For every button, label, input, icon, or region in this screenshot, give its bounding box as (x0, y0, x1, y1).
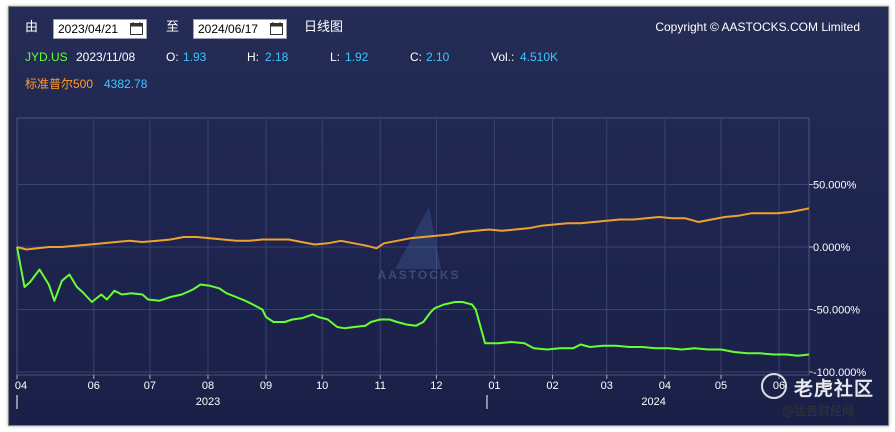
chart-kind-label[interactable]: 日线图 (304, 20, 344, 35)
symbol: JYD.US (25, 50, 68, 64)
open-label: O: (166, 50, 179, 64)
y-tick-label: -50.000% (813, 305, 860, 317)
x-tick-label: 11 (375, 380, 386, 392)
x-year-label: 2023 (196, 396, 220, 408)
calendar-icon[interactable] (270, 22, 283, 35)
close-label: C: (410, 50, 422, 64)
to-date-input[interactable]: 2024/06/17 (193, 19, 287, 39)
index-name: 标准普尔500 (25, 77, 94, 91)
y-tick-label: -100.000% (813, 367, 866, 379)
x-tick-label: 08 (202, 380, 214, 392)
x-tick-label: 07 (144, 380, 156, 392)
x-tick-label: 02 (546, 380, 558, 392)
from-label: 由 (25, 20, 39, 35)
x-tick-label: 09 (260, 380, 272, 392)
x-tick-label: 06 (88, 380, 100, 392)
low-label: L: (330, 50, 341, 64)
volume-value: 4.510K (520, 50, 559, 64)
copyright: Copyright © AASTOCKS.COM Limited (655, 20, 860, 34)
low-value: 1.92 (345, 50, 369, 64)
volume-label: Vol.: (491, 50, 515, 64)
y-tick-label: 50.000% (813, 180, 857, 192)
open-value: 1.93 (183, 50, 207, 64)
close-value: 2.10 (426, 50, 450, 64)
x-tick-label: 04 (659, 380, 671, 392)
x-tick-label: 03 (601, 380, 613, 392)
bar-date: 2023/11/08 (76, 50, 136, 64)
x-tick-label: 12 (430, 380, 442, 392)
x-tick-label: 01 (488, 380, 500, 392)
chart-panel: 由 2023/04/21 至 2024/06/17 日线图 Copyright … (8, 6, 889, 426)
calendar-icon[interactable] (130, 22, 143, 35)
watermark-handle: @猛兽财经网 (782, 404, 855, 418)
aastocks-watermark: AASTOCKS (377, 268, 460, 282)
series-line (16, 246, 810, 357)
tiger-logo-icon (761, 373, 787, 399)
watermark-brand: 老虎社区 (794, 378, 875, 400)
to-label: 至 (166, 20, 180, 35)
index-value: 4382.78 (104, 77, 148, 91)
y-tick-label: 0.000% (813, 242, 851, 254)
x-tick-label: 04 (15, 380, 27, 392)
x-tick-label: 10 (316, 380, 328, 392)
x-tick-label: 05 (715, 380, 727, 392)
high-label: H: (247, 50, 259, 64)
to-date-value: 2024/06/17 (198, 22, 259, 36)
toolbar: 由 2023/04/21 至 2024/06/17 日线图 Copyright … (9, 7, 888, 41)
high-value: 2.18 (265, 50, 289, 64)
from-date-input[interactable]: 2023/04/21 (53, 19, 147, 39)
x-year-label: 2024 (641, 396, 665, 408)
series-line (16, 207, 810, 251)
from-date-value: 2023/04/21 (58, 22, 119, 36)
